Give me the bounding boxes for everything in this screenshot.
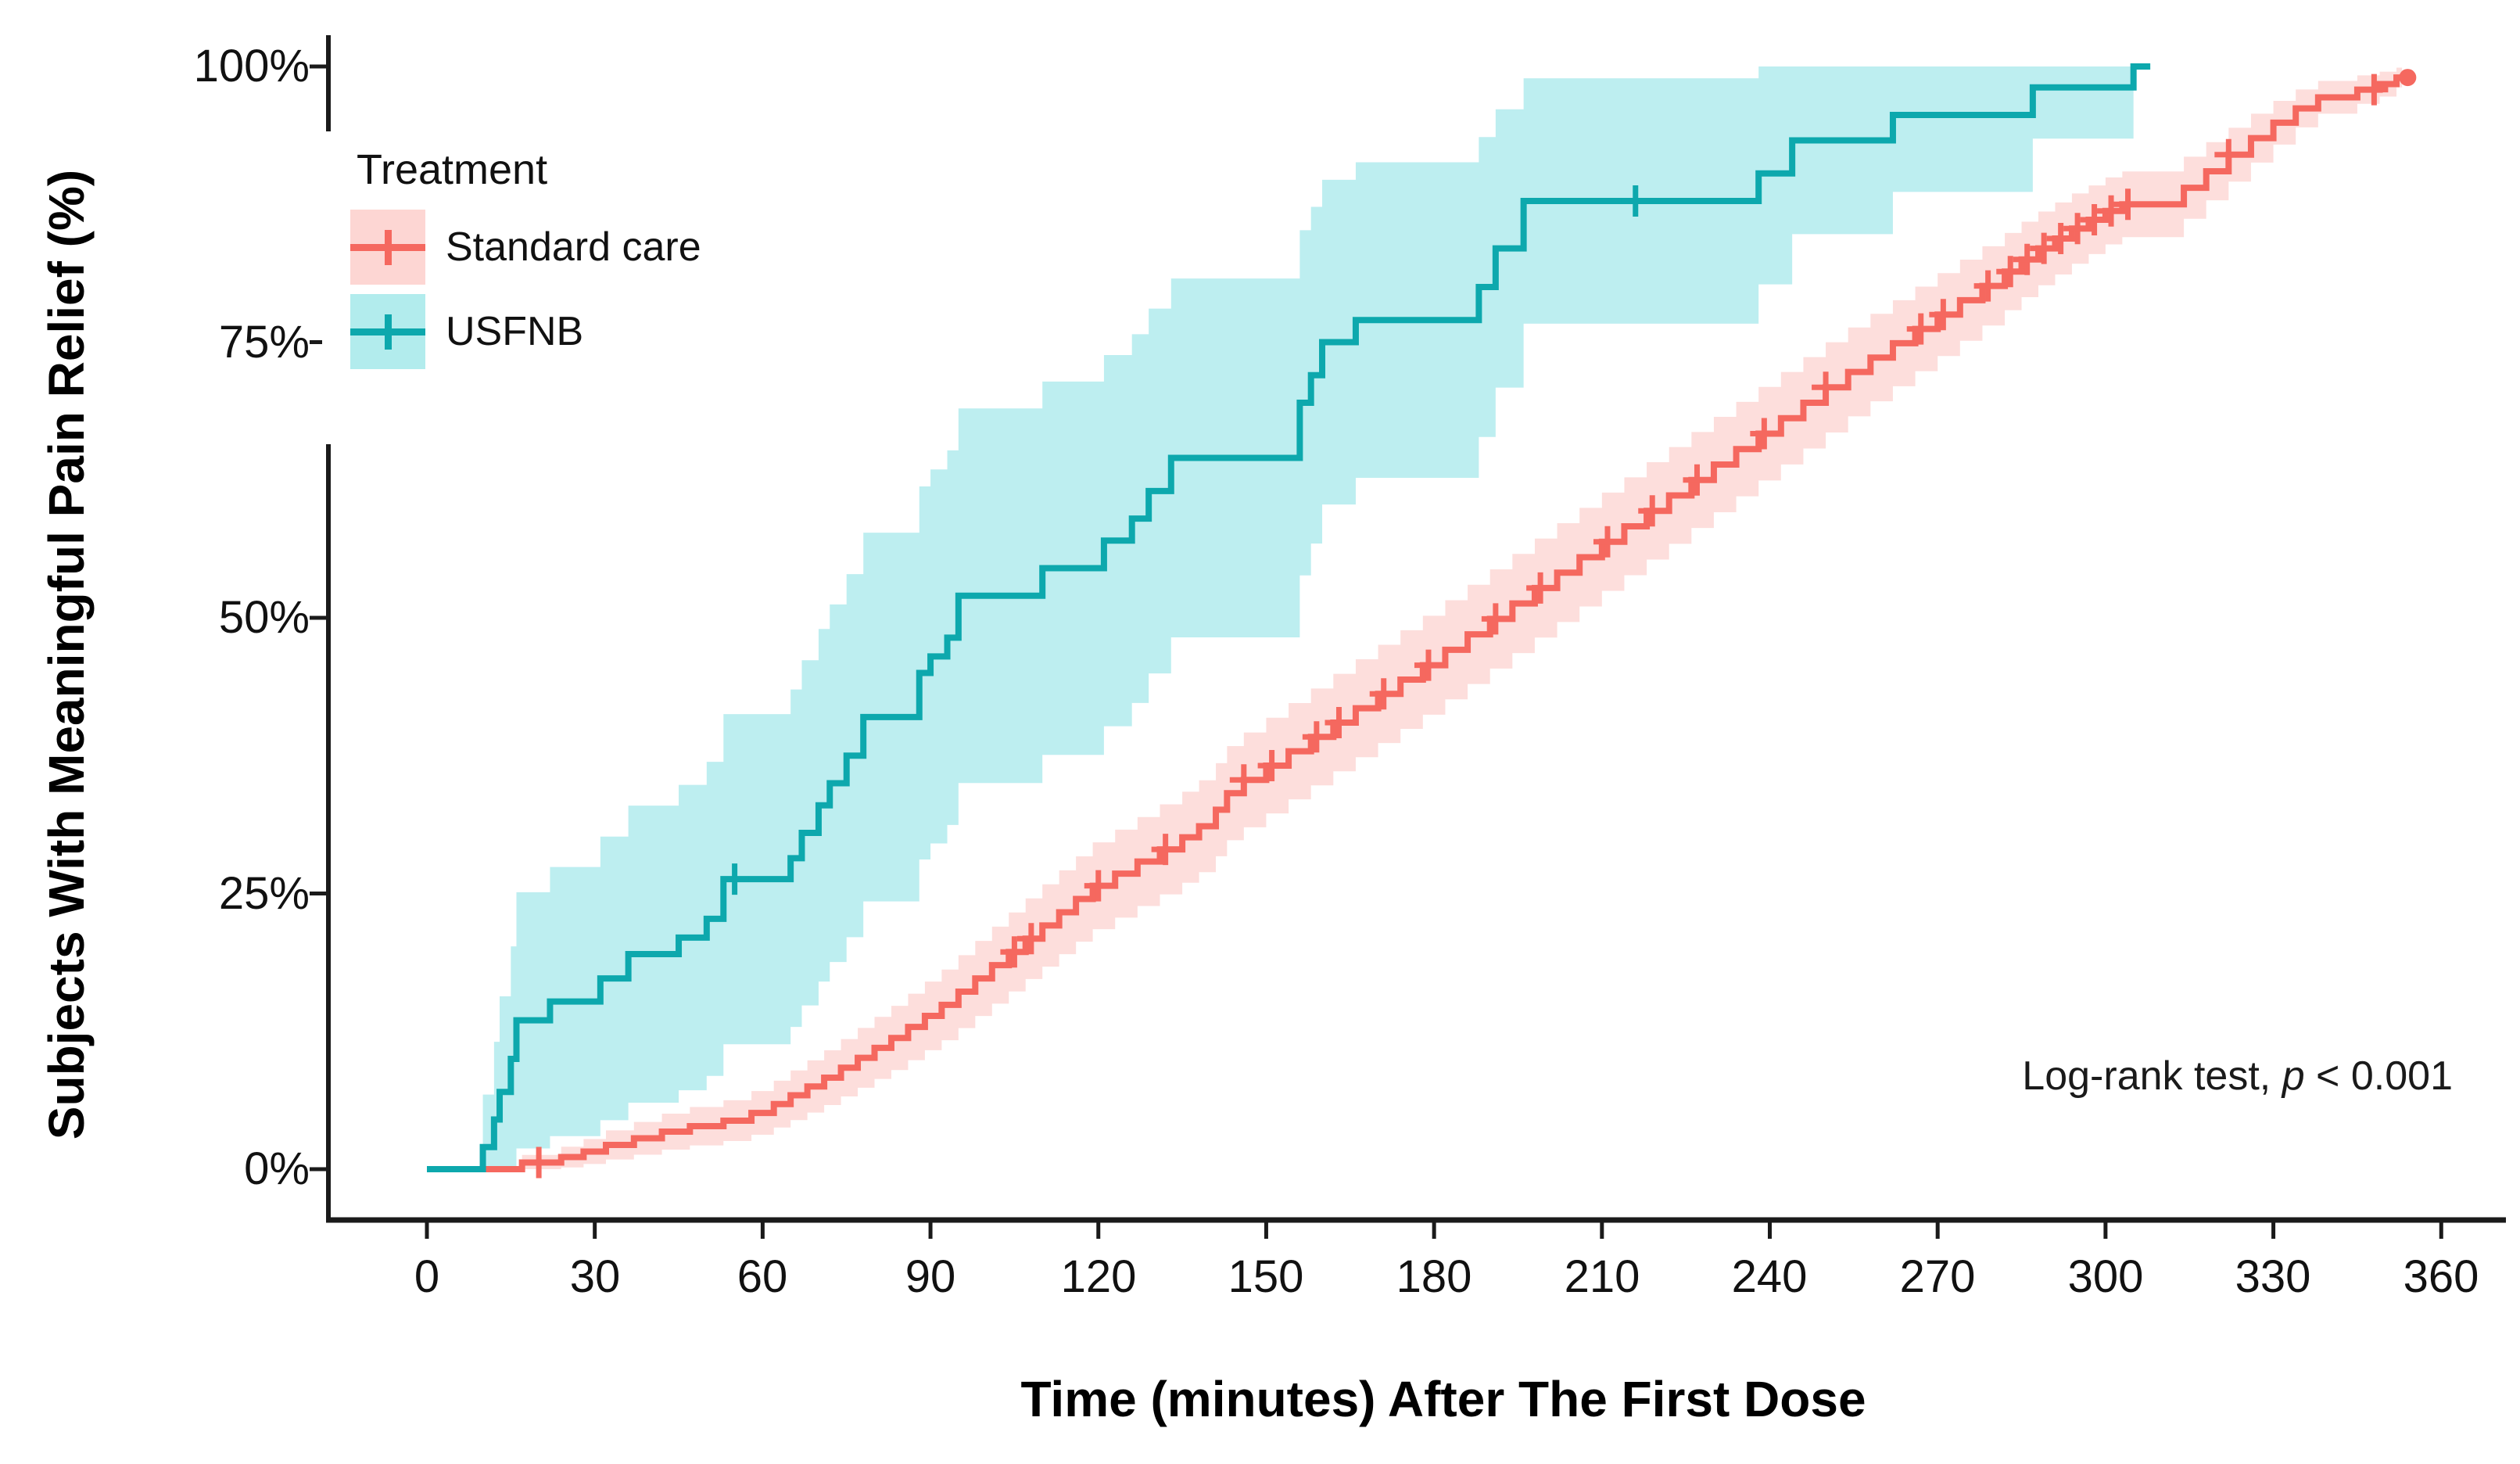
y-tick-label-75: 75% [218,317,310,368]
x-tick-label-120: 120 [1060,1251,1137,1302]
legend: Treatment Standard care USFNB [322,131,807,444]
usfnb-censor-plus-icon [385,314,392,350]
annotation-prefix: Log-rank test, [2022,1053,2282,1099]
log-rank-annotation: Log-rank test, p < 0.001 [2022,1053,2453,1100]
x-tick-label-0: 0 [414,1251,440,1302]
survival-step-curves [427,63,2403,1172]
x-tick-label-240: 240 [1731,1251,1808,1302]
legend-title: Treatment [357,146,548,193]
legend-item-standard-care: Standard care [350,205,807,289]
y-tick-label-25: 25% [218,868,310,919]
y-tick-label-0: 0% [244,1143,310,1194]
y-axis-title: Subjects With Meaningful Pain Relief (%) [38,169,95,1140]
annotation-suffix: < 0.001 [2304,1053,2453,1099]
x-tick-label-360: 360 [2403,1251,2479,1302]
y-tick-label-50: 50% [218,592,310,643]
x-tick-label-60: 60 [737,1251,788,1302]
x-tick-label-180: 180 [1396,1251,1472,1302]
x-tick-label-150: 150 [1228,1251,1304,1302]
x-tick-label-30: 30 [569,1251,621,1302]
legend-key-standard-care-icon [350,210,425,285]
x-tick-label-90: 90 [905,1251,956,1302]
end-markers [2399,69,2417,87]
y-tick-label-100: 100% [193,41,310,92]
x-tick-label-330: 330 [2235,1251,2311,1302]
x-tick-label-210: 210 [1564,1251,1640,1302]
legend-label-usfnb: USFNB [446,309,584,354]
legend-item-usfnb: USFNB [350,289,807,374]
x-tick-label-300: 300 [2067,1251,2144,1302]
x-axis-title: Time (minutes) After The First Dose [1020,1371,1866,1427]
x-tick-label-270: 270 [1899,1251,1976,1302]
legend-key-usfnb-icon [350,294,425,369]
legend-label-standard-care: Standard care [446,224,701,270]
standard-care-censor-plus-icon [385,230,392,265]
censor-marks [525,74,2389,1179]
annotation-p-symbol: p [2282,1053,2305,1099]
